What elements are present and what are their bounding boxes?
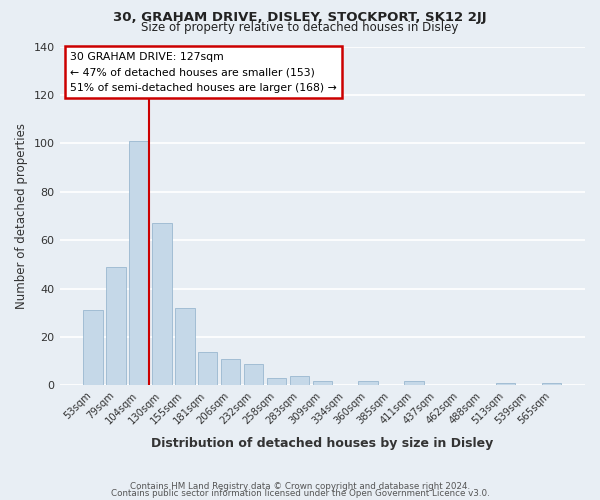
Bar	[83, 310, 103, 386]
Text: Size of property relative to detached houses in Disley: Size of property relative to detached ho…	[142, 21, 458, 34]
Bar	[313, 380, 332, 386]
Text: Contains public sector information licensed under the Open Government Licence v3: Contains public sector information licen…	[110, 490, 490, 498]
Bar	[290, 376, 309, 386]
Bar	[358, 380, 378, 386]
Bar	[496, 383, 515, 386]
Text: 30, GRAHAM DRIVE, DISLEY, STOCKPORT, SK12 2JJ: 30, GRAHAM DRIVE, DISLEY, STOCKPORT, SK1…	[113, 11, 487, 24]
Bar	[542, 383, 561, 386]
Bar	[152, 223, 172, 386]
Bar	[221, 359, 241, 386]
Bar	[267, 378, 286, 386]
Bar	[244, 364, 263, 386]
Bar	[129, 141, 149, 386]
Y-axis label: Number of detached properties: Number of detached properties	[15, 123, 28, 309]
Bar	[175, 308, 194, 386]
Bar	[404, 380, 424, 386]
X-axis label: Distribution of detached houses by size in Disley: Distribution of detached houses by size …	[151, 437, 493, 450]
Bar	[106, 267, 126, 386]
Text: 30 GRAHAM DRIVE: 127sqm
← 47% of detached houses are smaller (153)
51% of semi-d: 30 GRAHAM DRIVE: 127sqm ← 47% of detache…	[70, 52, 337, 93]
Text: Contains HM Land Registry data © Crown copyright and database right 2024.: Contains HM Land Registry data © Crown c…	[130, 482, 470, 491]
Bar	[198, 352, 217, 386]
